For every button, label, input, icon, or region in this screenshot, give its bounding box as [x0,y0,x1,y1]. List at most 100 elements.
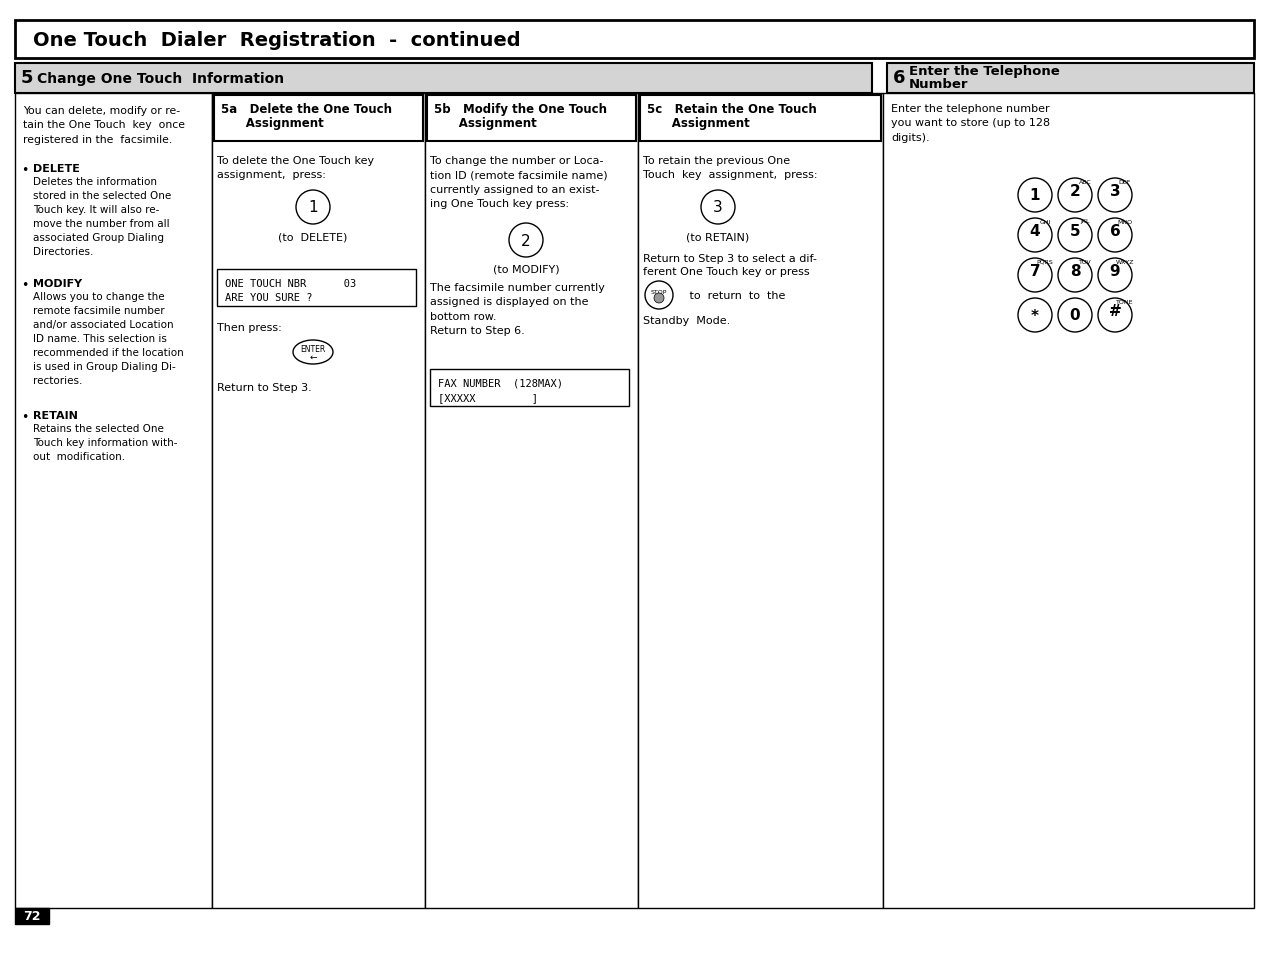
Text: ONE TOUCH NBR      03: ONE TOUCH NBR 03 [225,278,357,289]
FancyBboxPatch shape [15,64,872,94]
Text: 7: 7 [1029,264,1041,279]
FancyBboxPatch shape [887,64,1254,94]
Text: Retains the selected One
Touch key information with-
out  modification.: Retains the selected One Touch key infor… [33,423,178,461]
Text: Assignment: Assignment [647,117,750,130]
Text: DELETE: DELETE [33,164,80,173]
Text: TUV: TUV [1079,259,1091,264]
Text: Return to Step 3.: Return to Step 3. [217,382,312,393]
FancyBboxPatch shape [15,94,212,908]
Circle shape [1098,179,1132,213]
Text: ferent One Touch key or press: ferent One Touch key or press [643,267,810,276]
Text: 2: 2 [522,233,530,248]
Text: RETAIN: RETAIN [33,411,77,420]
Text: 5c   Retain the One Touch: 5c Retain the One Touch [647,103,817,116]
Text: 0: 0 [1070,308,1080,323]
Text: GHI: GHI [1039,219,1051,224]
FancyBboxPatch shape [638,94,883,908]
FancyBboxPatch shape [425,94,638,908]
Text: ENTER: ENTER [301,344,326,354]
Text: #: # [1109,304,1122,319]
Circle shape [1098,258,1132,293]
Text: •: • [22,411,28,423]
Text: TONE: TONE [1117,299,1133,304]
Text: 72: 72 [23,909,41,923]
Text: To delete the One Touch key: To delete the One Touch key [217,156,374,166]
Text: Deletes the information
stored in the selected One
Touch key. It will also re-
m: Deletes the information stored in the se… [33,177,171,256]
Text: Standby  Mode.: Standby Mode. [643,315,730,326]
Text: Touch  key  assignment,  press:: Touch key assignment, press: [643,170,817,180]
Text: 3: 3 [713,200,723,215]
Text: 5a   Delete the One Touch: 5a Delete the One Touch [221,103,392,116]
Text: STOP: STOP [651,289,667,294]
Text: assignment,  press:: assignment, press: [217,170,326,180]
Text: To change the number or Loca-
tion ID (remote facsimile name)
currently assigned: To change the number or Loca- tion ID (r… [430,156,608,209]
Circle shape [654,294,664,304]
Text: 4: 4 [1029,224,1041,239]
FancyBboxPatch shape [640,96,881,142]
Text: One Touch  Dialer  Registration  -  continued: One Touch Dialer Registration - continue… [33,30,520,50]
Text: (to MODIFY): (to MODIFY) [492,264,560,274]
Text: Assignment: Assignment [434,117,537,130]
Text: (to  DELETE): (to DELETE) [278,232,348,242]
Text: ←: ← [310,352,317,361]
Text: JKL: JKL [1080,219,1090,224]
Text: MODIFY: MODIFY [33,278,82,289]
FancyBboxPatch shape [15,908,49,924]
Text: Then press:: Then press: [217,323,282,333]
FancyBboxPatch shape [212,94,425,908]
Text: FAX NUMBER  (128MAX): FAX NUMBER (128MAX) [438,378,563,389]
Text: 6: 6 [1109,224,1121,239]
Text: 8: 8 [1070,264,1080,279]
Circle shape [645,282,673,310]
Text: The facsimile number currently
assigned is displayed on the
bottom row.
Return t: The facsimile number currently assigned … [430,283,605,335]
Circle shape [509,224,543,257]
Circle shape [1058,219,1093,253]
Ellipse shape [293,340,332,365]
Circle shape [1058,179,1093,213]
Text: 3: 3 [1109,184,1121,199]
Circle shape [1018,258,1052,293]
Circle shape [1058,298,1093,333]
Text: 5b   Modify the One Touch: 5b Modify the One Touch [434,103,607,116]
Text: •: • [22,164,28,177]
Text: ARE YOU SURE ?: ARE YOU SURE ? [225,293,312,303]
Circle shape [1098,219,1132,253]
Text: Return to Step 3 to select a dif-: Return to Step 3 to select a dif- [643,253,817,264]
Text: Assignment: Assignment [221,117,324,130]
Circle shape [700,191,735,225]
Text: DEF: DEF [1119,179,1131,184]
Text: [XXXXX         ]: [XXXXX ] [438,393,538,402]
Text: PQRS: PQRS [1037,259,1053,264]
Text: To retain the previous One: To retain the previous One [643,156,791,166]
Text: to  return  to  the: to return to the [679,291,786,301]
Text: You can delete, modify or re-
tain the One Touch  key  once
registered in the  f: You can delete, modify or re- tain the O… [23,106,185,145]
FancyBboxPatch shape [214,96,423,142]
Circle shape [1098,298,1132,333]
Text: ABC: ABC [1079,179,1091,184]
Text: 6: 6 [893,69,906,87]
Text: Number: Number [909,78,968,91]
Text: *: * [1030,308,1039,323]
Text: 5: 5 [1070,224,1080,239]
Text: 2: 2 [1070,184,1080,199]
Text: MNO: MNO [1118,219,1132,224]
Text: WXYZ: WXYZ [1115,259,1134,264]
Circle shape [1018,298,1052,333]
Text: (to RETAIN): (to RETAIN) [687,232,750,242]
Text: 9: 9 [1109,264,1121,279]
FancyBboxPatch shape [15,21,1254,59]
Text: 1: 1 [308,200,317,215]
Text: 5: 5 [22,69,33,87]
Circle shape [296,191,330,225]
Circle shape [1058,258,1093,293]
FancyBboxPatch shape [430,370,629,407]
FancyBboxPatch shape [217,270,416,307]
FancyBboxPatch shape [426,96,636,142]
Text: •: • [22,278,28,292]
Circle shape [1018,179,1052,213]
Text: 1: 1 [1029,189,1041,203]
Text: Change One Touch  Information: Change One Touch Information [37,71,284,86]
Text: Allows you to change the
remote facsimile number
and/or associated Location
ID n: Allows you to change the remote facsimil… [33,292,184,386]
Circle shape [1018,219,1052,253]
FancyBboxPatch shape [883,94,1254,908]
